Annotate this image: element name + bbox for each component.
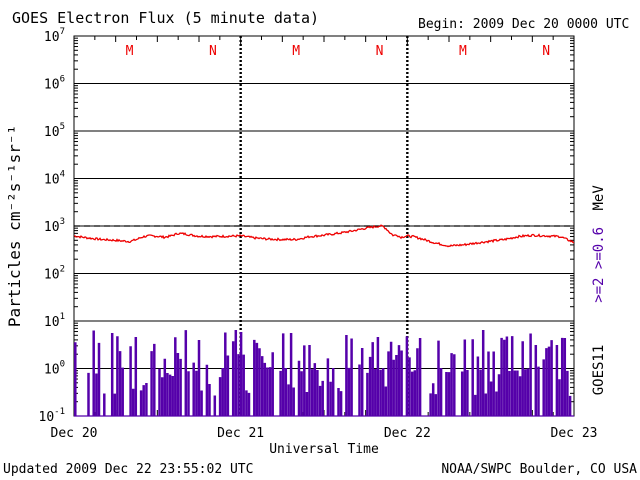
y-tick-base: 10 — [44, 220, 60, 235]
marker-N: N — [376, 44, 384, 59]
y-tick-label: 106 — [44, 75, 65, 93]
y-tick-exponent: 1 — [60, 312, 65, 322]
y-tick-exponent: 6 — [60, 75, 65, 85]
energy-unit: MeV — [591, 185, 607, 211]
y-tick-exponent: 4 — [60, 170, 65, 180]
y-tick-label: 107 — [44, 27, 65, 45]
marker-N: N — [209, 44, 217, 59]
updated-label: Updated 2009 Dec 22 23:55:02 UTC — [3, 462, 253, 477]
y-axis-label: Particles cm⁻²s⁻¹sr⁻¹ — [5, 125, 24, 327]
y-tick-base: 10 — [44, 315, 60, 330]
marker-M: M — [126, 44, 134, 59]
satellite-label: GOES11 — [591, 345, 607, 396]
chart-title: GOES Electron Flux (5 minute data) — [12, 9, 319, 27]
y-tick-label: 104 — [44, 170, 65, 188]
series-2mev-spikes — [74, 329, 574, 417]
y-tick-exponent: 7 — [60, 27, 65, 37]
marker-M: M — [459, 44, 467, 59]
series-2mev — [74, 329, 574, 417]
y-tick-label: 101 — [44, 312, 65, 330]
y-tick-label: 100 — [44, 360, 65, 378]
y-tick-base: 10 — [44, 363, 60, 378]
y-tick-base: 10 — [44, 78, 60, 93]
marker-M: M — [292, 44, 300, 59]
energy-label: >=2 >=0.6 MeV — [591, 185, 607, 303]
y-tick-exponent: 3 — [60, 217, 65, 227]
grid-lines — [74, 83, 574, 369]
y-tick-base: 10 — [39, 410, 55, 425]
axis-ticks — [73, 36, 575, 417]
x-tick-label: Dec 22 — [384, 426, 431, 441]
begin-label: Begin: 2009 Dec 20 0000 UTC — [418, 17, 629, 32]
y-tick-label: 10-1 — [39, 407, 66, 425]
y-tick-exponent: 2 — [60, 265, 65, 275]
x-tick-label: Dec 23 — [551, 426, 598, 441]
x-tick-label: Dec 21 — [217, 426, 264, 441]
y-tick-exponent: 0 — [60, 360, 65, 370]
y-tick-exponent: -1 — [54, 407, 65, 417]
y-tick-base: 10 — [44, 173, 60, 188]
credit-label: NOAA/SWPC Boulder, CO USA — [441, 462, 637, 477]
y-tick-base: 10 — [44, 268, 60, 283]
y-tick-label: 102 — [44, 265, 65, 283]
y-tick-base: 10 — [44, 125, 60, 140]
series-0.6mev-line — [74, 224, 575, 248]
y-tick-label: 103 — [44, 217, 65, 235]
x-tick-labels: Dec 20 Dec 21 Dec 22 Dec 23 — [51, 426, 598, 441]
y-tick-exponent: 5 — [60, 122, 65, 132]
energy-prefix: >=2 >=0.6 — [591, 227, 607, 303]
marker-N: N — [542, 44, 550, 59]
y-tick-base: 10 — [44, 30, 60, 45]
x-axis-label: Universal Time — [269, 442, 379, 457]
x-tick-label: Dec 20 — [51, 426, 98, 441]
y-tick-label: 105 — [44, 122, 65, 140]
